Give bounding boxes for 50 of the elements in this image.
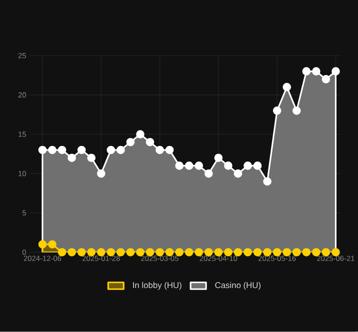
point (126, 248, 135, 257)
point (116, 146, 125, 154)
point (126, 138, 135, 146)
point (77, 146, 86, 154)
point (253, 162, 262, 170)
point (68, 248, 76, 257)
point (244, 248, 252, 257)
point (312, 248, 320, 257)
point (175, 248, 184, 257)
point (184, 162, 194, 170)
point (302, 67, 311, 76)
point (272, 106, 282, 115)
point (332, 67, 340, 76)
legend-label: Casino (HU) (215, 282, 261, 290)
point (282, 83, 292, 92)
point (244, 162, 252, 170)
point (312, 67, 320, 76)
point (116, 248, 125, 257)
point (58, 248, 66, 257)
point (204, 170, 213, 178)
point (263, 177, 272, 186)
point (156, 146, 164, 154)
point (48, 146, 56, 154)
point (77, 248, 86, 257)
point (253, 248, 262, 257)
point (302, 248, 311, 257)
point (38, 146, 47, 154)
point (214, 154, 223, 162)
legend-label: In lobby (HU) (133, 282, 182, 290)
point (68, 154, 76, 162)
point (165, 146, 174, 154)
point (234, 170, 242, 178)
point (136, 130, 144, 139)
point (106, 146, 116, 154)
point (322, 75, 330, 84)
point (58, 146, 66, 154)
point (136, 248, 144, 257)
point (292, 106, 301, 115)
point (146, 138, 154, 146)
point (175, 162, 184, 170)
point (234, 248, 242, 257)
point (48, 240, 56, 249)
point (38, 240, 47, 249)
point (184, 248, 194, 257)
point (292, 248, 301, 257)
point (96, 170, 106, 178)
point (87, 154, 96, 162)
point (224, 162, 232, 170)
point (194, 162, 204, 170)
point (194, 248, 204, 257)
